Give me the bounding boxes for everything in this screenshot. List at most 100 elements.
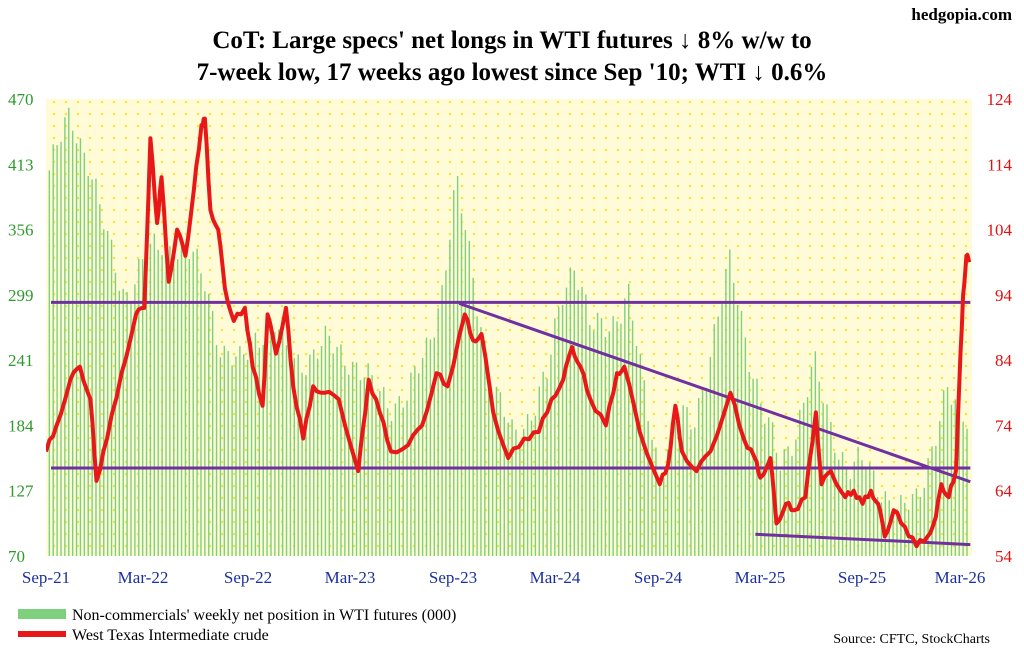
net-position-bar xyxy=(565,287,568,556)
net-position-bar xyxy=(149,243,152,556)
net-position-bar xyxy=(103,229,105,556)
y-left-tick-label: 470 xyxy=(8,90,34,109)
net-position-bar xyxy=(402,407,404,556)
net-position-bar xyxy=(472,277,474,556)
net-position-bar xyxy=(674,421,677,556)
x-tick-label: Sep-21 xyxy=(22,568,70,587)
net-position-bar xyxy=(297,354,299,556)
chart-title-line-2: 7-week low, 17 weeks ago lowest since Se… xyxy=(197,59,828,86)
net-position-bar xyxy=(841,451,844,556)
net-position-bar xyxy=(663,477,665,556)
legend-label-bars: Non-commercials' weekly net position in … xyxy=(72,607,456,624)
watermark: hedgopia.com xyxy=(911,5,1012,24)
net-position-bar xyxy=(538,386,540,556)
net-position-bar xyxy=(60,141,62,556)
y-right-tick-label: 94 xyxy=(995,286,1013,305)
net-position-bar xyxy=(499,392,502,556)
y-right-tick-label: 74 xyxy=(995,416,1013,435)
net-position-bar xyxy=(589,325,591,556)
net-position-bar xyxy=(425,337,428,556)
net-position-bar xyxy=(468,240,470,556)
legend-label-wti: West Texas Intermediate crude xyxy=(72,627,269,644)
net-position-bar xyxy=(550,354,552,556)
net-position-bar xyxy=(635,346,638,556)
net-position-bar xyxy=(659,477,661,556)
net-position-bar xyxy=(600,318,603,556)
y-right-tick-label: 104 xyxy=(987,221,1013,240)
net-position-bar xyxy=(79,138,82,556)
net-position-bar xyxy=(208,294,210,556)
net-position-bar xyxy=(169,246,171,556)
net-position-bar xyxy=(896,509,898,556)
net-position-bar xyxy=(64,117,66,556)
net-position-bar xyxy=(130,301,132,556)
net-position-bar xyxy=(577,289,579,556)
net-position-bar xyxy=(826,404,828,556)
net-position-bar xyxy=(344,365,346,556)
net-position-bar xyxy=(526,413,529,556)
trend-lines xyxy=(50,300,971,547)
net-position-bar xyxy=(931,446,933,556)
net-position-bar xyxy=(670,422,673,556)
net-position-bar xyxy=(383,387,385,556)
net-position-bar xyxy=(219,357,222,556)
net-position-bar xyxy=(95,178,97,556)
net-position-bar xyxy=(324,325,327,556)
net-position-bar xyxy=(429,339,432,556)
net-position-bar xyxy=(52,144,54,556)
net-position-bar xyxy=(845,466,848,556)
net-position-bar xyxy=(99,204,101,556)
x-tick-label: Sep-24 xyxy=(634,568,683,587)
net-position-bar xyxy=(837,459,840,556)
net-position-bar xyxy=(262,344,264,556)
net-position-bar xyxy=(309,354,311,556)
trend-line xyxy=(755,532,971,547)
net-position-bar xyxy=(733,282,735,556)
net-position-bar xyxy=(239,346,241,556)
net-position-bar xyxy=(694,427,696,556)
net-position-bar xyxy=(118,290,121,556)
net-position-bar xyxy=(227,351,229,556)
net-position-bar xyxy=(110,239,113,556)
y-right-tick-label: 84 xyxy=(995,351,1013,370)
x-tick-label: Mar-26 xyxy=(935,568,986,587)
wti-line xyxy=(46,116,972,549)
x-axis: Sep-21 Mar-22 Sep-22 Mar-23 Sep-23 Mar-24 Sep-… xyxy=(22,568,985,587)
net-position-bar xyxy=(340,344,342,556)
y-right-tick-label: 124 xyxy=(987,90,1013,109)
net-position-bar xyxy=(75,143,78,556)
net-position-bar xyxy=(293,358,295,556)
net-position-bar xyxy=(258,347,261,556)
net-position-bar xyxy=(394,403,397,556)
net-position-bar xyxy=(91,179,93,556)
net-position-bar xyxy=(927,458,929,556)
net-position-bar xyxy=(138,258,140,556)
net-position-bar xyxy=(616,321,618,556)
net-position-bar xyxy=(398,396,400,556)
net-position-bar xyxy=(892,517,894,556)
net-position-bar xyxy=(204,291,206,556)
net-position-bar xyxy=(721,303,723,556)
wti-line-group xyxy=(46,116,972,549)
net-position-bar xyxy=(783,449,785,556)
net-position-bar xyxy=(134,284,136,556)
net-position-bar xyxy=(270,318,272,556)
legend: Non-commercials' weekly net position in … xyxy=(18,607,456,644)
net-position-bar xyxy=(620,323,622,556)
net-position-bar xyxy=(281,323,284,556)
net-position-bar xyxy=(705,387,708,556)
net-position-bar xyxy=(624,298,626,556)
net-position-bar xyxy=(596,312,599,556)
net-position-bar xyxy=(869,462,871,556)
net-position-bar xyxy=(231,365,233,556)
net-position-bar xyxy=(480,327,482,556)
net-position-bar xyxy=(106,230,109,556)
net-position-bar xyxy=(849,479,852,556)
net-position-bar xyxy=(814,351,817,556)
net-position-bar xyxy=(122,288,124,556)
net-position-bar xyxy=(935,445,937,556)
net-position-bar xyxy=(246,359,249,556)
net-position-bar xyxy=(736,305,739,556)
legend-swatch-wti xyxy=(18,631,66,637)
